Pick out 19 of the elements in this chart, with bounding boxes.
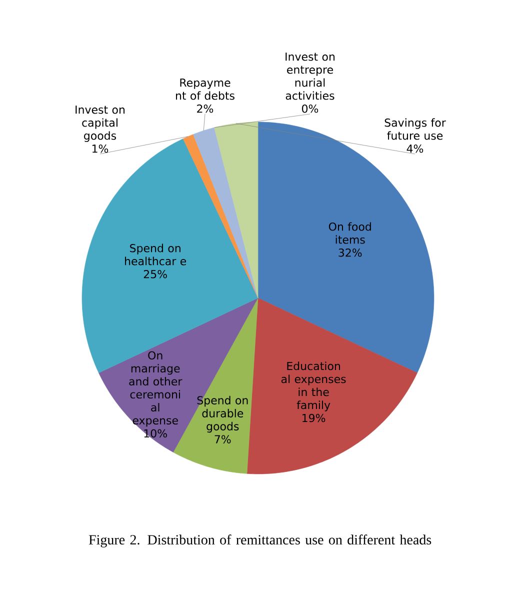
text: 0%: [302, 104, 318, 113]
slice-label: Invest on capital goods: [76, 106, 125, 142]
data-label: 2%: [197, 104, 214, 113]
data-label: 19%: [302, 414, 326, 422]
data-label: 4%: [406, 144, 424, 153]
slice-label: On food items: [328, 222, 371, 244]
data-label: 25%: [144, 270, 167, 278]
data-label: 32%: [338, 248, 362, 257]
data-label: 7%: [214, 435, 231, 444]
slice-label: Spend on healthcar e: [125, 244, 186, 266]
data-label: 1%: [92, 144, 108, 153]
slice-label: Spend on durable goods: [197, 396, 248, 433]
text: Figure 2. Distribution of remittances use on different heads: [88, 534, 432, 548]
category-label: Invest on entrepre nurial activities: [286, 52, 335, 100]
slice-label: Savings for future use: [384, 118, 446, 140]
slice-label: Repayme nt of debts: [176, 78, 234, 100]
slice-label: On marriage and other ceremoni al expense: [129, 351, 182, 427]
slice-label: Education al expenses in the family: [281, 362, 346, 412]
data-label: 10%: [144, 429, 167, 438]
